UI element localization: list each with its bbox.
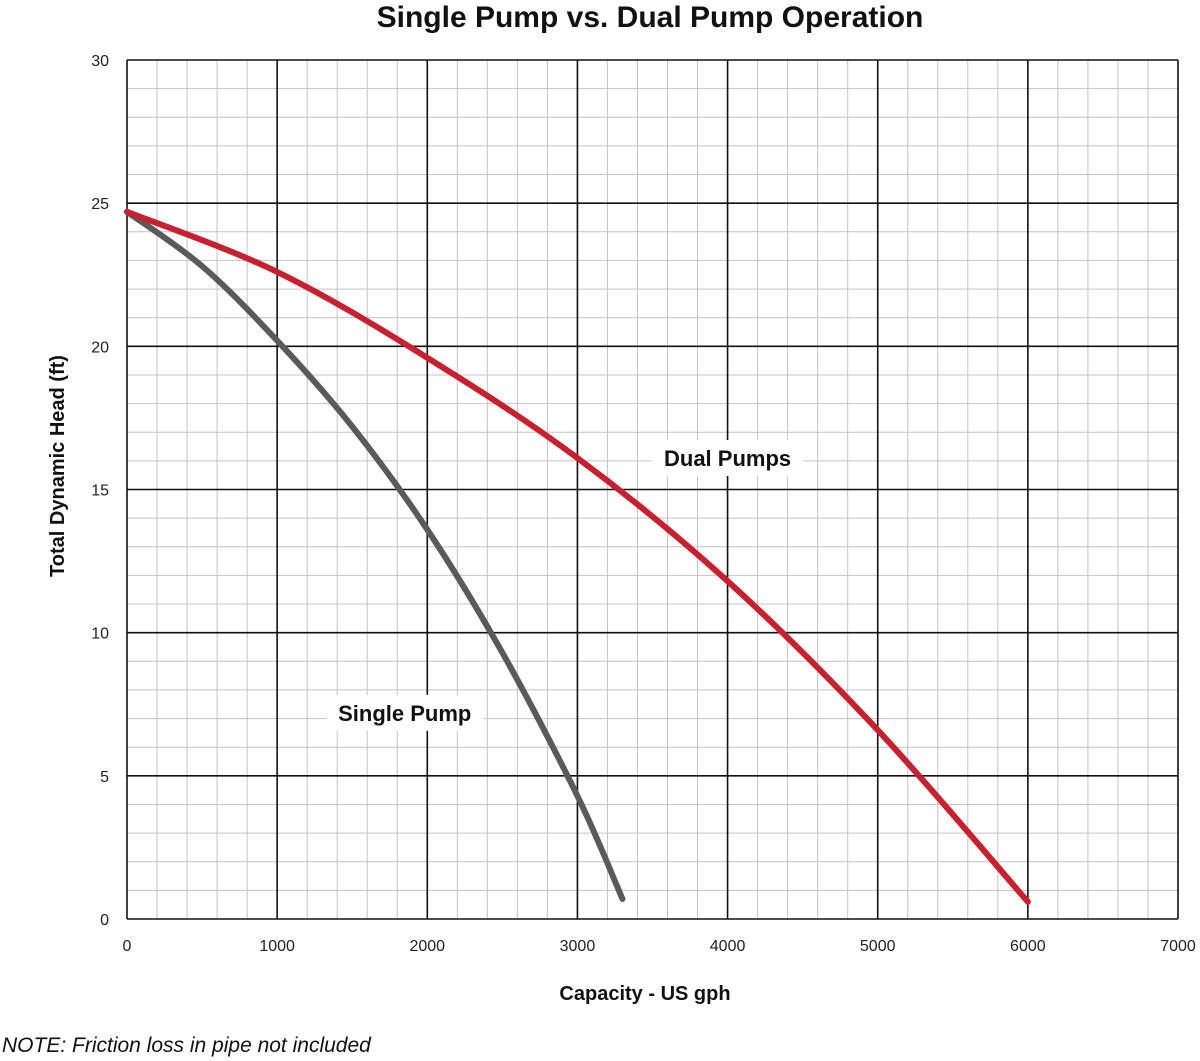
y-tick-label: 20 <box>91 339 109 356</box>
annotation-label: Dual Pumps <box>664 446 791 471</box>
x-tick-label: 4000 <box>710 938 746 955</box>
y-axis-label: Total Dynamic Head (ft) <box>47 355 69 577</box>
series-annotation: Dual Pumps <box>652 440 804 477</box>
tick-labels: 0 1000 2000 3000 4000 5000 6000 7000 0 5 10 15 20 25 3… <box>91 53 1196 955</box>
x-tick-label: 6000 <box>1010 938 1046 955</box>
y-tick-label: 10 <box>91 626 109 643</box>
x-tick-label: 7000 <box>1160 938 1196 955</box>
series-layer <box>124 208 1031 905</box>
grid <box>126 59 1179 920</box>
footnote: NOTE: Friction loss in pipe not included <box>2 1034 372 1057</box>
x-tick-label: 5000 <box>860 938 896 955</box>
series-line-single-pump <box>124 208 626 902</box>
x-tick-label: 0 <box>123 938 132 955</box>
series-line-dual-pumps <box>124 208 1031 905</box>
x-axis-label: Capacity - US gph <box>559 983 730 1005</box>
x-tick-label: 2000 <box>409 938 445 955</box>
annotation-background <box>326 694 484 731</box>
annotation-label: Single Pump <box>338 701 471 726</box>
y-tick-label: 0 <box>100 912 109 929</box>
annotation-background <box>652 440 804 477</box>
y-tick-label: 5 <box>100 769 109 786</box>
chart-title: Single Pump vs. Dual Pump Operation <box>377 1 924 34</box>
x-tick-label: 3000 <box>560 938 596 955</box>
y-tick-label: 25 <box>91 196 109 213</box>
x-tick-label: 1000 <box>259 938 295 955</box>
series-annotations: Single Pump Dual Pumps <box>326 440 804 731</box>
y-tick-label: 30 <box>91 53 109 70</box>
y-tick-label: 15 <box>91 483 109 500</box>
series-annotation: Single Pump <box>326 694 484 731</box>
